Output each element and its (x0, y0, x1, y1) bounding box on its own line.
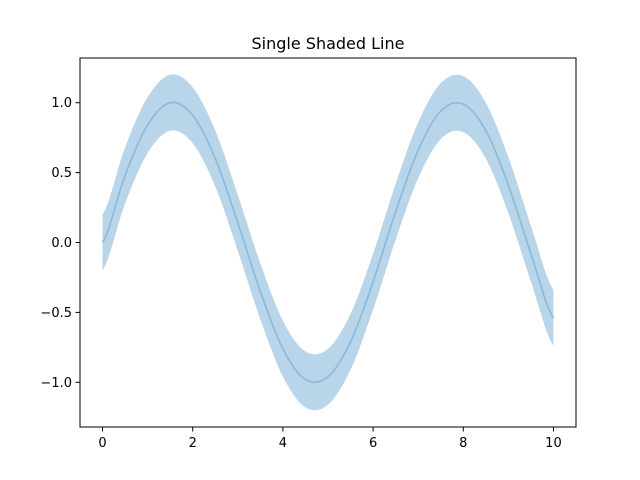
x-tick-label: 0 (98, 436, 106, 451)
confidence-band (102, 74, 554, 411)
chart-title: Single Shaded Line (252, 34, 405, 53)
y-axis-ticks: −1.0 −0.5 0.0 0.5 1.0 (40, 96, 80, 391)
series-line (101, 101, 555, 384)
shaded-band-layer (102, 74, 554, 411)
x-tick-label: 4 (279, 436, 287, 451)
series-line-layer (101, 101, 555, 384)
y-tick-label: 0.5 (51, 166, 72, 181)
x-tick-label: 10 (545, 436, 562, 451)
x-tick-label: 8 (459, 436, 467, 451)
x-tick-label: 6 (369, 436, 377, 451)
x-axis-ticks: 0 2 4 6 8 10 (98, 427, 562, 451)
y-tick-label: −1.0 (40, 376, 72, 391)
y-tick-label: −0.5 (40, 306, 72, 321)
y-tick-label: 0.0 (51, 236, 72, 251)
y-tick-label: 1.0 (51, 96, 72, 111)
x-tick-label: 2 (189, 436, 197, 451)
